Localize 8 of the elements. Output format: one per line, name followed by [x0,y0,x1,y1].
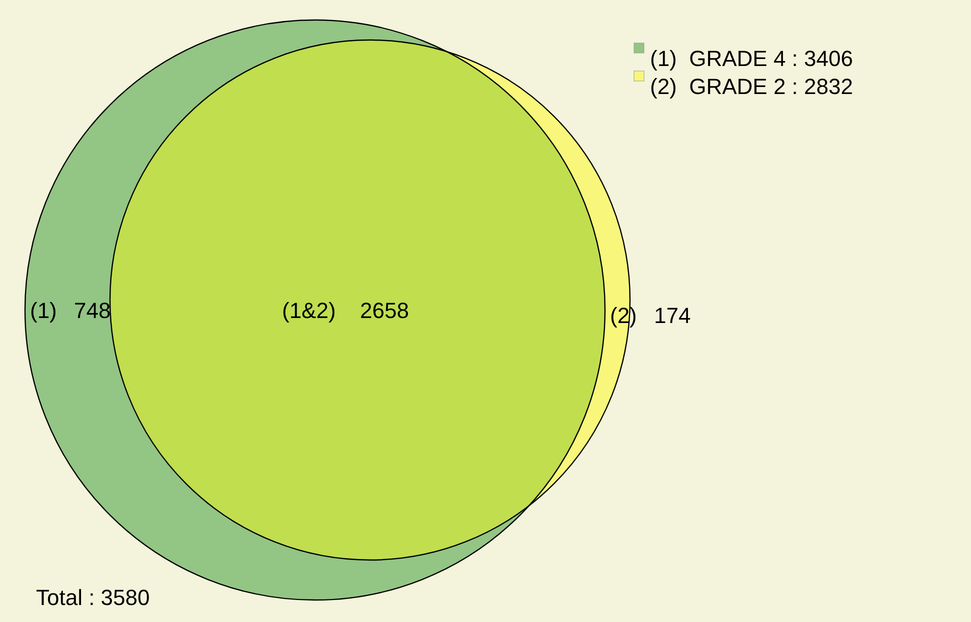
text: (2) GRADE 2 : 2832 [650,74,853,99]
data-label: 748 [74,298,111,323]
data-label: 174 [654,303,691,328]
text: Total : 3580 [36,585,150,610]
data-label: 2658 [360,298,409,323]
text: (1) GRADE 4 : 3406 [650,46,853,71]
category-label: (1) [30,298,57,323]
category-label: (1&2) [282,298,336,323]
